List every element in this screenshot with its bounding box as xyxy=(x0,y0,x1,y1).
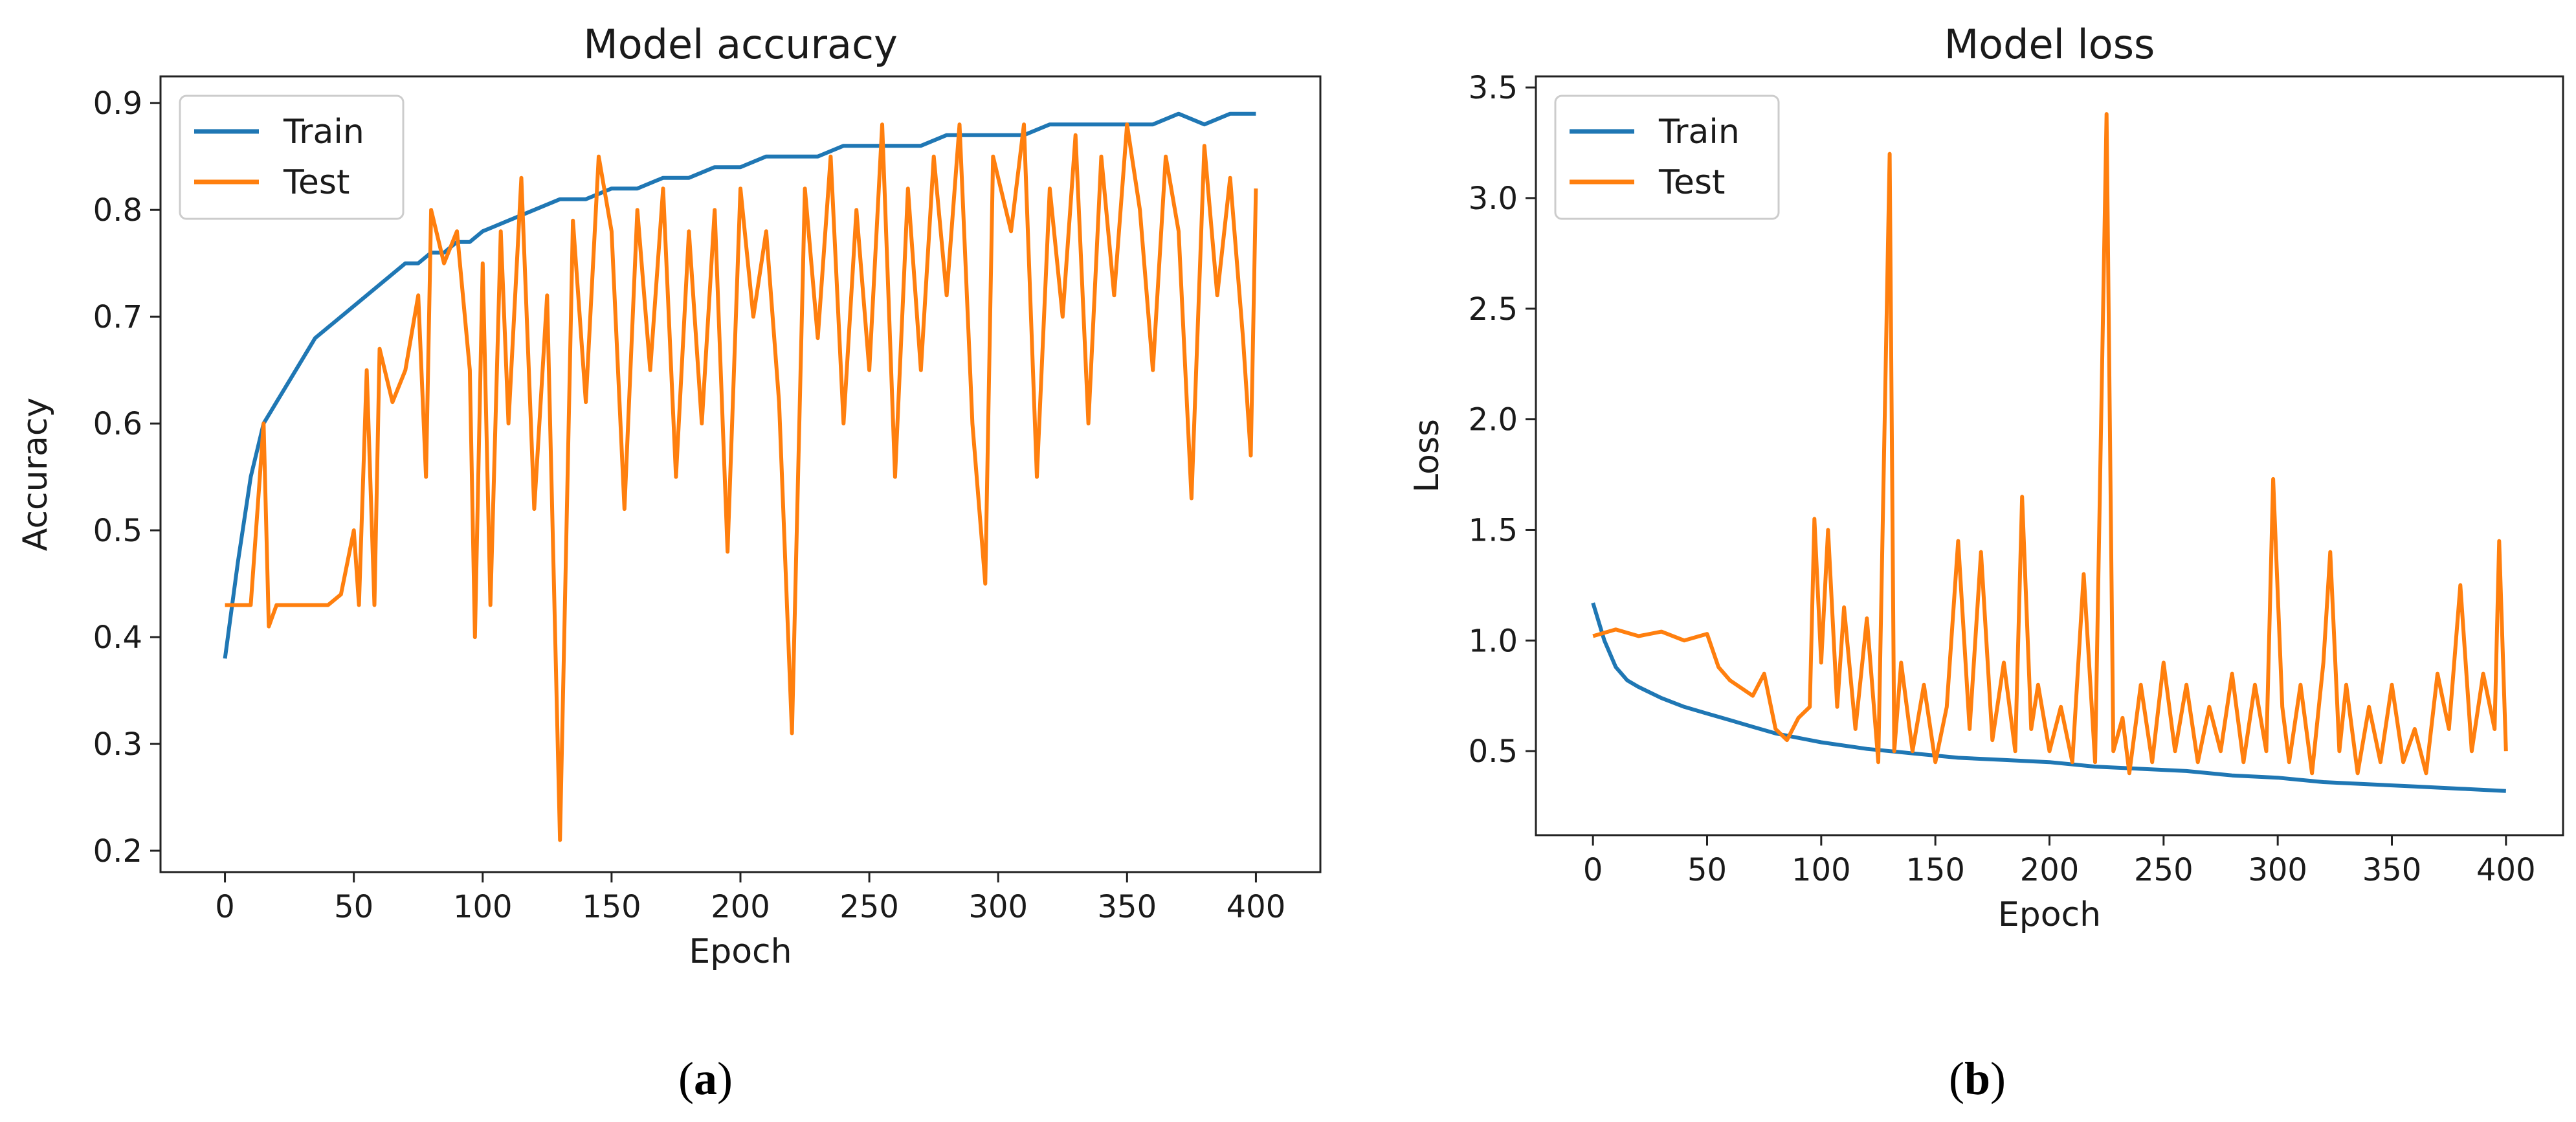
accuracy-x-tick-label: 400 xyxy=(1227,889,1286,925)
loss-y-tick-label: 2.0 xyxy=(1469,402,1518,438)
accuracy-y-tick-label: 0.6 xyxy=(93,406,142,442)
loss-chart-title: Model loss xyxy=(1944,21,2155,68)
loss-y-tick-label: 0.5 xyxy=(1469,734,1518,770)
accuracy-y-tick-label: 0.3 xyxy=(93,726,142,763)
accuracy-y-tick-label: 0.5 xyxy=(93,513,142,549)
accuracy-legend-label-test: Test xyxy=(283,163,350,202)
accuracy-y-axis-label: Accuracy xyxy=(16,398,55,551)
loss-chart-panel: 0 50 100 150 200 250 300 350 400 0.5 1.0 1.5 2.0 2.5 3… xyxy=(1408,21,2564,1105)
loss-y-axis-label: Loss xyxy=(1408,419,1447,493)
loss-y-tick-label: 3.5 xyxy=(1469,70,1518,106)
loss-legend-box xyxy=(1554,95,1780,220)
accuracy-x-tick-label: 0 xyxy=(215,889,235,925)
accuracy-y-tick-label: 0.9 xyxy=(93,85,142,122)
loss-y-tick-label: 2.5 xyxy=(1469,291,1518,328)
accuracy-x-tick-label: 250 xyxy=(839,889,899,925)
accuracy-chart-panel: 0 50 100 150 200 250 300 350 400 0.2 0.3 0.4 0.5 0.6 0… xyxy=(16,21,1322,1105)
loss-panel-label: (b) xyxy=(1949,1053,2006,1105)
loss-x-tick-label: 0 xyxy=(1583,852,1603,888)
loss-x-tick-label: 50 xyxy=(1687,852,1727,888)
accuracy-x-tick-label: 100 xyxy=(453,889,513,925)
accuracy-y-tick-label: 0.8 xyxy=(93,192,142,229)
loss-x-tick-label: 300 xyxy=(2248,852,2307,888)
loss-legend-label-train: Train xyxy=(1658,113,1740,151)
accuracy-x-tick-label: 200 xyxy=(711,889,770,925)
accuracy-legend-label-train: Train xyxy=(283,113,364,151)
loss-series-test-line xyxy=(1592,112,2508,776)
accuracy-x-axis-label: Epoch xyxy=(689,932,792,971)
loss-x-tick-label: 150 xyxy=(1905,852,1965,888)
loss-y-tick-label: 3.0 xyxy=(1469,181,1518,217)
accuracy-y-tick-label: 0.2 xyxy=(93,833,142,870)
accuracy-series-test-line xyxy=(225,122,1258,842)
accuracy-x-tick-label: 50 xyxy=(334,889,373,925)
loss-x-tick-label: 400 xyxy=(2476,852,2536,888)
loss-y-tick-label: 1.0 xyxy=(1469,623,1518,659)
accuracy-x-tick-label: 150 xyxy=(582,889,641,925)
loss-x-tick-label: 250 xyxy=(2134,852,2193,888)
accuracy-series-train-line xyxy=(223,111,1256,659)
accuracy-x-tick-label: 300 xyxy=(968,889,1028,925)
loss-x-tick-label: 100 xyxy=(1792,852,1851,888)
accuracy-y-tick-label: 0.7 xyxy=(93,299,142,335)
accuracy-y-tick-label: 0.4 xyxy=(93,620,142,656)
loss-series-train-line xyxy=(1591,602,2506,793)
accuracy-legend-box xyxy=(179,95,405,220)
loss-legend-label-test: Test xyxy=(1658,163,1725,202)
accuracy-x-tick-label: 350 xyxy=(1098,889,1157,925)
loss-x-axis-label: Epoch xyxy=(1998,895,2101,934)
loss-y-tick-label: 1.5 xyxy=(1469,512,1518,548)
accuracy-chart-title: Model accuracy xyxy=(583,21,898,68)
loss-x-tick-label: 200 xyxy=(2020,852,2080,888)
loss-x-tick-label: 350 xyxy=(2362,852,2422,888)
accuracy-panel-label: (a) xyxy=(678,1053,733,1105)
